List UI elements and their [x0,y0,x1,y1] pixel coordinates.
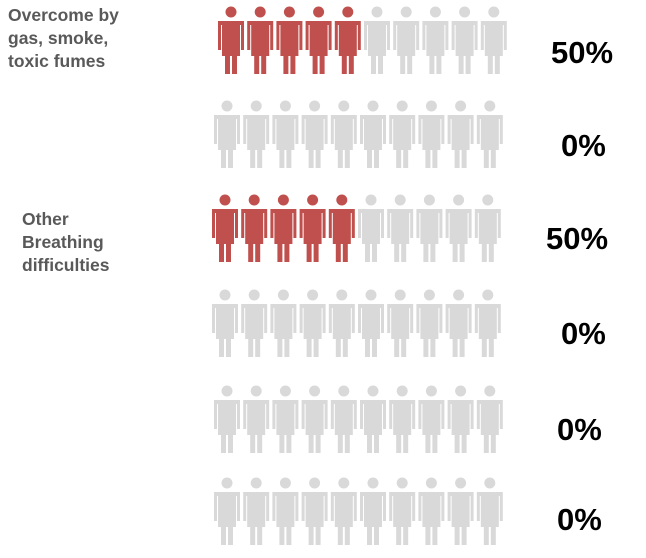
person-icon [418,100,445,168]
person-icon [445,194,472,262]
person-icon [330,100,357,168]
person-icon [387,289,414,357]
person-icon [334,6,361,74]
row-label-overcome-by-gas: Overcome by gas, smoke, toxic fumes [8,5,119,71]
row-value-label: 50% [546,221,609,256]
person-icon [418,385,445,453]
person-icon [360,100,386,168]
person-icon [418,477,445,545]
person-icon [301,385,328,453]
person-icon [328,289,355,357]
person-icon [358,289,384,357]
person-icon [243,100,270,168]
person-icon [389,385,416,453]
person-icon [389,477,416,545]
person-icon [447,385,474,453]
person-icon [214,385,240,453]
person-icon [299,289,326,357]
person-icon [416,194,443,262]
person-icon [447,477,474,545]
person-icon [301,477,328,545]
row-value-label: 0% [557,502,602,537]
person-icon [476,100,503,168]
person-icon [241,194,268,262]
person-icon [272,385,299,453]
person-icon [241,289,268,357]
person-icon [364,6,390,74]
person-icon [476,385,503,453]
person-icon [387,194,414,262]
person-icon [270,194,297,262]
row-value-label: 50% [551,35,614,70]
person-icon [358,194,384,262]
person-icon [247,6,274,74]
person-icon [301,100,328,168]
person-icon [272,477,299,545]
person-icon [212,289,238,357]
row-value-label: 0% [557,412,602,447]
person-icon [360,477,386,545]
person-icon [218,6,244,74]
row-value-label: 0% [561,128,606,163]
person-icon [416,289,443,357]
person-icon [276,6,303,74]
person-icon [476,477,503,545]
person-icon [305,6,332,74]
person-icon [243,385,270,453]
person-icon [214,477,240,545]
person-icon [299,194,326,262]
person-icon [447,100,474,168]
person-icon [451,6,478,74]
person-icon [243,477,270,545]
person-icon [360,385,386,453]
person-icon [330,477,357,545]
person-icon [474,289,501,357]
person-icon [422,6,449,74]
person-icon [272,100,299,168]
person-icon [389,100,416,168]
person-icon [214,100,240,168]
person-icon [393,6,420,74]
person-icon [328,194,355,262]
row-label-other-breathing-difficulties: Other Breathing difficulties [22,209,110,275]
row-value-label: 0% [561,316,606,351]
person-icon [212,194,238,262]
person-icon [474,194,501,262]
person-icon [270,289,297,357]
person-icon [330,385,357,453]
person-icon [480,6,507,74]
person-icon [445,289,472,357]
